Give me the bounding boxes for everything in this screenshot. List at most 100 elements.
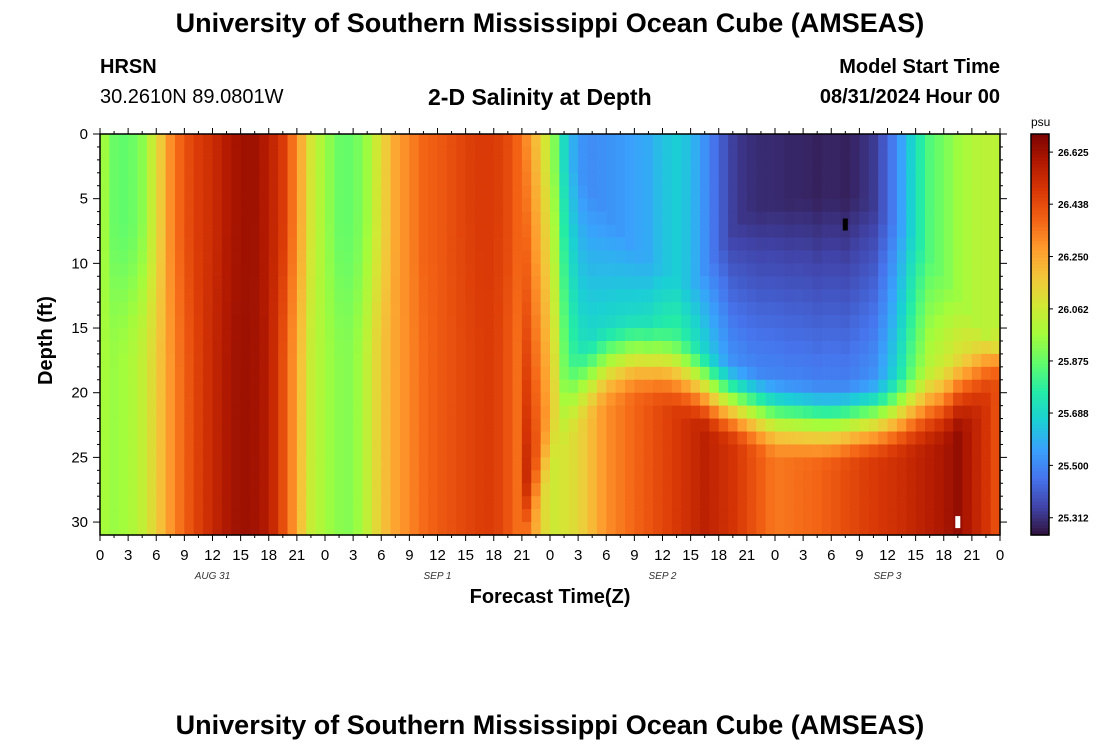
heatmap-cell xyxy=(812,496,823,510)
heatmap-cell xyxy=(653,509,664,523)
heatmap-cell xyxy=(625,328,635,342)
heatmap-cell xyxy=(568,522,579,536)
heatmap-cell xyxy=(709,302,720,316)
heatmap-cell xyxy=(109,250,120,264)
heatmap-cell xyxy=(278,146,289,161)
heatmap-cell xyxy=(831,263,842,277)
heatmap-cell xyxy=(390,444,401,458)
heatmap-cell xyxy=(896,146,907,161)
heatmap-cell xyxy=(456,315,467,329)
heatmap-cell xyxy=(803,134,814,148)
x-tick-label: 15 xyxy=(457,547,474,564)
heatmap-cell xyxy=(475,340,485,355)
heatmap-cell xyxy=(850,146,860,161)
heatmap-cell xyxy=(878,522,889,536)
heatmap-cell xyxy=(746,444,757,458)
heatmap-cell xyxy=(568,405,579,420)
heatmap-cell xyxy=(437,315,448,329)
heatmap-cell xyxy=(821,134,832,148)
y-tick-label: 30 xyxy=(71,514,88,531)
heatmap-cell xyxy=(765,250,776,264)
heatmap-cell xyxy=(531,522,542,536)
heatmap-cell xyxy=(934,302,945,316)
heatmap-cell xyxy=(606,418,617,433)
heatmap-cell xyxy=(109,146,120,161)
heatmap-cell xyxy=(587,289,598,303)
heatmap-cell xyxy=(690,172,701,187)
heatmap-cell xyxy=(100,146,110,161)
heatmap-cell xyxy=(840,224,851,239)
heatmap-cell xyxy=(390,353,401,368)
heatmap-cell xyxy=(184,250,195,264)
heatmap-cell xyxy=(278,211,289,226)
heatmap-cell xyxy=(878,263,889,277)
heatmap-cell xyxy=(887,431,898,446)
heatmap-cell xyxy=(531,353,542,368)
heatmap-cell xyxy=(568,444,579,458)
heatmap-cell xyxy=(287,315,298,329)
heatmap-cell xyxy=(850,276,860,290)
heatmap-cell xyxy=(775,185,785,200)
heatmap-cell xyxy=(503,250,514,264)
heatmap-cell xyxy=(400,444,410,458)
heatmap-cell xyxy=(521,198,532,213)
heatmap-cell xyxy=(512,431,523,446)
heatmap-cell xyxy=(475,483,485,497)
heatmap-cell xyxy=(493,237,504,252)
heatmap-cell xyxy=(634,159,645,174)
heatmap-cell xyxy=(568,185,579,200)
heatmap-cell xyxy=(681,250,692,264)
x-tick-label: 15 xyxy=(907,547,924,564)
heatmap-cell xyxy=(606,276,617,290)
heatmap-cell xyxy=(184,444,195,458)
heatmap-cell xyxy=(437,470,448,484)
heatmap-cell xyxy=(859,134,870,148)
heatmap-cell xyxy=(700,302,710,316)
heatmap-cell xyxy=(850,353,860,368)
heatmap-cell xyxy=(737,146,748,161)
heatmap-cell xyxy=(934,276,945,290)
colorbar-swatch xyxy=(1031,247,1049,252)
heatmap-cell xyxy=(296,276,307,290)
heatmap-cell xyxy=(353,470,364,484)
heatmap-cell xyxy=(418,340,429,355)
heatmap-cell xyxy=(709,457,720,471)
heatmap-cell xyxy=(484,470,495,484)
heatmap-cell xyxy=(371,431,382,446)
heatmap-cell xyxy=(671,470,682,484)
heatmap-cell xyxy=(240,250,251,264)
heatmap-cell xyxy=(221,509,232,523)
heatmap-cell xyxy=(278,263,289,277)
heatmap-cell xyxy=(240,405,251,420)
heatmap-cell xyxy=(653,431,664,446)
heatmap-cell xyxy=(971,185,982,200)
heatmap-cell xyxy=(278,250,289,264)
heatmap-cell xyxy=(109,172,120,187)
heatmap-cell xyxy=(690,366,701,381)
colorbar-swatch xyxy=(1031,240,1049,245)
heatmap-cell xyxy=(718,418,729,433)
heatmap-cell xyxy=(165,211,176,226)
heatmap-cell xyxy=(484,134,495,148)
heatmap-cell xyxy=(990,159,1001,174)
heatmap-cell xyxy=(550,134,560,148)
heatmap-cell xyxy=(193,366,204,381)
heatmap-cell xyxy=(962,289,973,303)
figure-title: University of Southern Mississippi Ocean… xyxy=(175,8,925,38)
heatmap-cell xyxy=(456,340,467,355)
heatmap-cell xyxy=(315,328,326,342)
heatmap-cell xyxy=(456,431,467,446)
heatmap-cell xyxy=(681,457,692,471)
heatmap-cell xyxy=(728,353,739,368)
heatmap-cell xyxy=(371,405,382,420)
heatmap-cell xyxy=(681,431,692,446)
heatmap-cell xyxy=(568,509,579,523)
heatmap-cell xyxy=(118,328,129,342)
colorbar-swatch xyxy=(1031,377,1049,382)
colorbar-swatch xyxy=(1031,431,1049,436)
colorbar-swatch xyxy=(1031,394,1049,399)
heatmap-cell xyxy=(859,522,870,536)
heatmap-cell xyxy=(765,353,776,368)
heatmap-cell xyxy=(990,185,1001,200)
heatmap-cell xyxy=(287,470,298,484)
